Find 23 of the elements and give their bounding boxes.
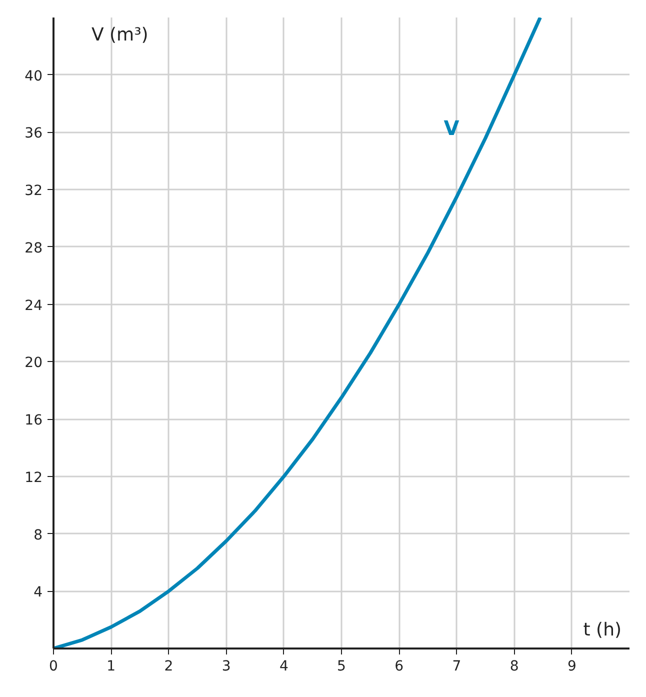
- x-tick-label: 7: [452, 658, 462, 674]
- y-tick-label: 36: [24, 126, 43, 142]
- y-tick-label: 24: [24, 298, 43, 314]
- series-label: V: [444, 116, 460, 140]
- y-tick-label: 28: [24, 240, 43, 256]
- y-axis-title: V (m³): [92, 24, 148, 46]
- y-tick-label: 32: [24, 183, 43, 200]
- x-tick-label: 0: [49, 658, 58, 674]
- y-tick-label: 16: [24, 412, 43, 429]
- x-tick-label: 3: [222, 658, 231, 674]
- x-tick-label: 1: [106, 658, 116, 674]
- x-tick-label: 2: [164, 658, 174, 674]
- y-tick-label: 4: [34, 584, 43, 601]
- x-tick-label: 8: [510, 658, 519, 674]
- y-tick-label: 20: [24, 355, 43, 372]
- y-tick-label: 8: [34, 527, 43, 544]
- y-tick-label: 12: [24, 470, 43, 486]
- y-tick-label: 40: [24, 68, 43, 84]
- x-tick-label: 5: [337, 658, 346, 674]
- x-tick-label: 4: [279, 658, 288, 674]
- x-tick-label: 6: [394, 658, 404, 674]
- x-axis-title: t (h): [583, 620, 622, 640]
- x-tick-label: 9: [567, 658, 576, 674]
